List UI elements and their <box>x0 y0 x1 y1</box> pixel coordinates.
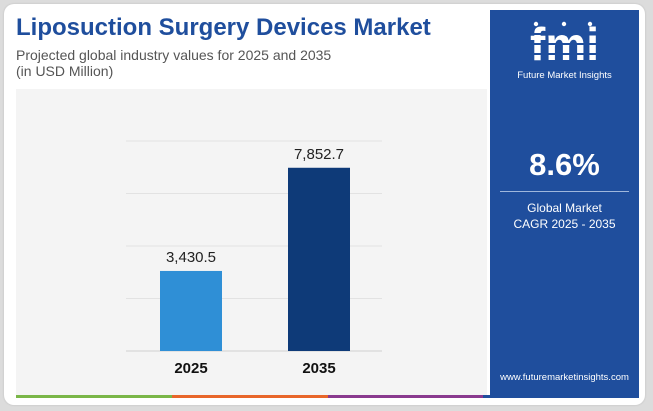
color-strip <box>16 395 639 398</box>
subtitle: Projected global industry values for 202… <box>16 47 416 79</box>
side-panel: fmi Future Market Insights 8.6% Global M… <box>490 10 639 395</box>
x-tick-label-2025: 2025 <box>174 360 207 377</box>
logo-figure-icon <box>533 21 539 27</box>
brand-name: Future Market Insights <box>517 70 612 81</box>
strip-segment-green <box>16 395 172 398</box>
bar-chart: 3,430.5 2025 7,852.7 2035 <box>126 140 382 377</box>
strip-segment-orange <box>171 395 328 398</box>
bar-2035 <box>288 167 350 351</box>
website-link[interactable]: www.futuremarketinsights.com <box>500 372 629 383</box>
data-label-2035: 7,852.7 <box>294 146 344 163</box>
page-title: Liposuction Surgery Devices Market <box>16 14 431 41</box>
cagr-label-line-2: CAGR 2025 - 2035 <box>513 217 616 231</box>
bar-2025 <box>160 270 222 351</box>
data-label-2025: 3,430.5 <box>166 249 216 266</box>
logo-figure-icon <box>561 21 567 27</box>
infographic-card: Liposuction Surgery Devices Market Proje… <box>4 4 645 405</box>
cagr-value: 8.6% <box>529 147 600 182</box>
cagr-label-line-1: Global Market <box>527 201 602 215</box>
subtitle-line-2: (in USD Million) <box>16 63 114 79</box>
chart-panel: 3,430.5 2025 7,852.7 2035 <box>16 89 487 395</box>
divider <box>500 191 629 192</box>
strip-segment-purple <box>327 395 484 398</box>
strip-segment-blue <box>483 395 639 398</box>
subtitle-line-1: Projected global industry values for 202… <box>16 47 332 63</box>
logo-figure-icon <box>587 21 593 27</box>
fmi-logo-icon: fmi <box>520 18 610 68</box>
x-tick-label-2035: 2035 <box>302 360 335 377</box>
